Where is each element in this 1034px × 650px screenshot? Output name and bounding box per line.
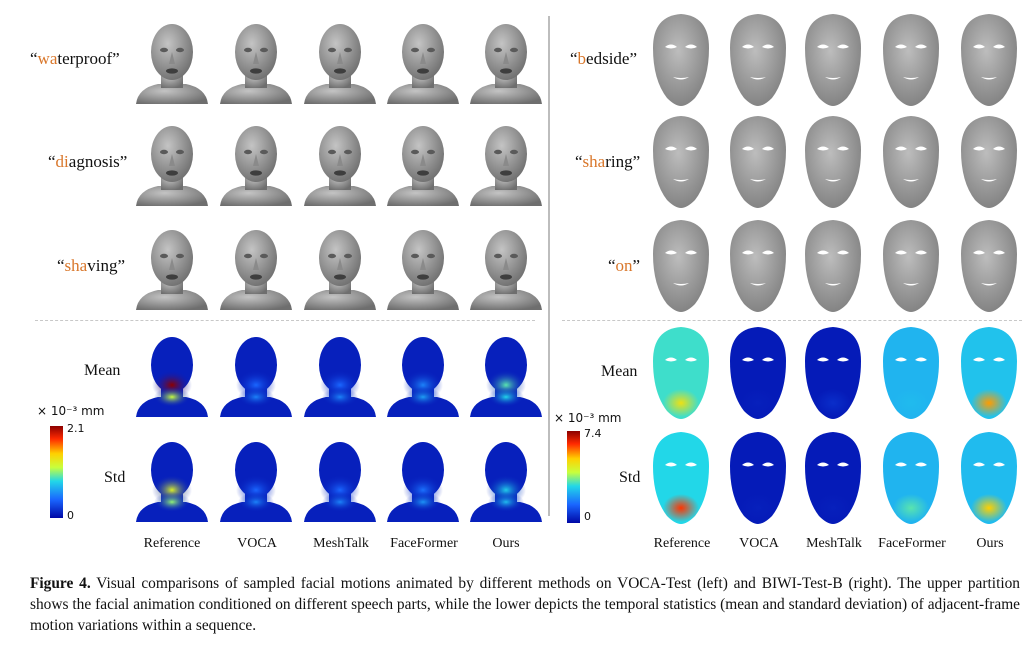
biwi-face-render [883, 432, 939, 524]
voca-face-render [304, 230, 376, 310]
biwi-face-render [805, 432, 861, 524]
biwi-face-render [653, 432, 709, 524]
voca-face-render [220, 337, 292, 417]
left-section-divider [35, 320, 535, 321]
word-diagnosis: “diagnosis” [48, 152, 128, 171]
right-colorbar-unit: × 10⁻³ mm [554, 411, 622, 425]
caption-label: Figure 4. [30, 575, 91, 592]
biwi-face-render [883, 14, 939, 106]
biwi-face-render [805, 116, 861, 208]
voca-face-render [220, 442, 292, 522]
word-waterproof: “waterproof” [30, 49, 120, 68]
biwi-face-render [883, 220, 939, 312]
voca-face-render [387, 24, 459, 104]
biwi-face-render [653, 220, 709, 312]
panel-divider [548, 16, 550, 516]
left-colorbar [50, 426, 63, 518]
left-method-faceformer: FaceFormer [390, 536, 458, 551]
figure-4: “waterproof” “diagnosis” “shaving” “beds… [30, 14, 1022, 551]
right-section-divider [562, 320, 1022, 321]
right-std-label: Std [619, 469, 641, 486]
left-colorbar-unit: × 10⁻³ mm [37, 404, 105, 418]
biwi-face-render [961, 220, 1017, 312]
voca-face-render [470, 442, 542, 522]
voca-face-render [470, 126, 542, 206]
biwi-face-render [805, 327, 861, 419]
biwi-face-render [883, 116, 939, 208]
biwi-face-render [730, 116, 786, 208]
biwi-face-render [653, 116, 709, 208]
voca-face-render [304, 442, 376, 522]
voca-face-render [387, 126, 459, 206]
voca-face-render [304, 24, 376, 104]
voca-face-render [470, 230, 542, 310]
voca-face-render [470, 24, 542, 104]
right-method-voca: VOCA [739, 536, 779, 551]
voca-face-render [220, 230, 292, 310]
right-colorbar [567, 431, 580, 523]
figure-caption: Figure 4. Visual comparisons of sampled … [30, 573, 1020, 636]
voca-face-render [220, 126, 292, 206]
right-colorbar-min: 0 [584, 510, 591, 523]
left-method-ours: Ours [492, 536, 520, 551]
biwi-face-render [653, 14, 709, 106]
left-method-voca: VOCA [237, 536, 277, 551]
right-mean-label: Mean [601, 363, 638, 380]
biwi-face-render [961, 116, 1017, 208]
right-method-meshtalk: MeshTalk [806, 536, 862, 551]
biwi-face-render [805, 220, 861, 312]
voca-face-render [387, 337, 459, 417]
biwi-face-render [961, 14, 1017, 106]
word-sharing: “sharing” [575, 152, 641, 171]
biwi-face-render [730, 327, 786, 419]
biwi-face-render [730, 432, 786, 524]
right-method-faceformer: FaceFormer [878, 536, 946, 551]
voca-face-render [220, 24, 292, 104]
word-shaving: “shaving” [57, 256, 125, 275]
left-colorbar-max: 2.1 [67, 422, 85, 435]
biwi-face-render [961, 327, 1017, 419]
biwi-face-render [730, 14, 786, 106]
biwi-face-render [653, 327, 709, 419]
voca-face-render [387, 230, 459, 310]
voca-face-render [136, 442, 208, 522]
word-on: “on” [608, 256, 641, 275]
caption-text: Visual comparisons of sampled facial mot… [30, 575, 1021, 634]
biwi-face-render [805, 14, 861, 106]
left-colorbar-min: 0 [67, 509, 74, 522]
biwi-face-render [961, 432, 1017, 524]
voca-face-render [136, 337, 208, 417]
voca-face-render [136, 126, 208, 206]
biwi-face-render [730, 220, 786, 312]
voca-face-render [136, 230, 208, 310]
right-method-ours: Ours [976, 536, 1004, 551]
left-std-label: Std [104, 469, 126, 486]
biwi-face-render [883, 327, 939, 419]
right-colorbar-max: 7.4 [584, 427, 602, 440]
right-method-reference: Reference [653, 536, 711, 551]
voca-face-render [470, 337, 542, 417]
voca-face-render [304, 337, 376, 417]
word-bedside: “bedside” [570, 49, 638, 68]
voca-face-render [136, 24, 208, 104]
left-mean-label: Mean [84, 362, 121, 379]
left-method-reference: Reference [143, 536, 201, 551]
voca-face-render [304, 126, 376, 206]
left-method-meshtalk: MeshTalk [313, 536, 369, 551]
voca-face-render [387, 442, 459, 522]
